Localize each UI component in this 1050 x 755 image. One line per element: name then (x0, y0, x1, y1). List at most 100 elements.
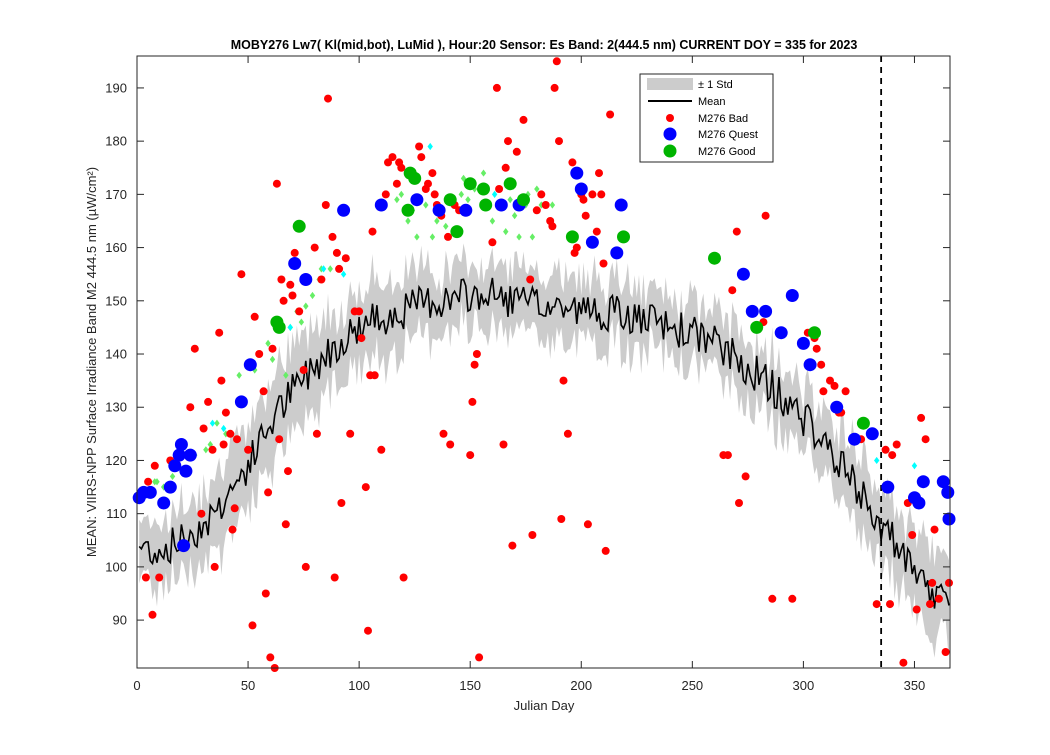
bad-point (335, 264, 344, 273)
good-point (477, 182, 490, 196)
bad-point (917, 413, 926, 422)
light-good-point (443, 222, 449, 230)
light-good-point (214, 419, 220, 427)
quest-point (299, 273, 313, 286)
bad-point (301, 562, 310, 571)
legend-good-label: M276 Good (698, 146, 755, 158)
good-point (503, 177, 517, 191)
bad-point (290, 248, 299, 257)
bad-point (384, 158, 392, 167)
bad-point (732, 227, 741, 236)
bad-point (237, 270, 246, 279)
bad-point (555, 137, 563, 146)
bad-point (723, 451, 732, 460)
bad-point (941, 648, 950, 656)
bad-point (945, 578, 953, 587)
quest-point (172, 448, 186, 462)
axis-ticks: 0 50 100 150 200 250 300 350 90 100 110 120 130 140 15… (105, 56, 950, 693)
quest-point (796, 336, 810, 350)
bad-point (210, 562, 219, 571)
bad-point (144, 477, 153, 486)
bad-point (526, 275, 535, 284)
cyan-point (340, 270, 347, 278)
bad-point (272, 179, 281, 188)
bad-point (528, 531, 537, 539)
quest-point (736, 267, 750, 281)
light-good-point (489, 217, 496, 225)
bad-point (475, 653, 484, 662)
bad-point (321, 201, 330, 209)
quest-point (912, 496, 926, 510)
light-good-point (309, 291, 316, 300)
cyan-point (427, 142, 433, 151)
light-good-point (458, 190, 465, 198)
legend-std-label: ± 1 Std (698, 79, 733, 91)
y-tick-label: 170 (105, 187, 127, 202)
y-tick-label: 190 (105, 80, 127, 95)
bad-point (364, 626, 372, 635)
bad-point (299, 366, 308, 374)
bad-point (841, 387, 850, 396)
bad-point (141, 573, 150, 582)
bad-point (537, 190, 546, 199)
bad-point (595, 169, 603, 178)
x-tick-label: 200 (570, 678, 592, 693)
light-good-point (327, 265, 333, 273)
light-good-point (511, 212, 518, 220)
bad-point (217, 376, 226, 385)
bad-point (417, 153, 426, 162)
cyan-point (873, 456, 880, 465)
bad-point (921, 435, 930, 444)
bad-point (368, 227, 377, 236)
quest-point (179, 464, 193, 478)
good-point (272, 320, 286, 334)
light-good-point (503, 228, 509, 236)
quest-point (610, 246, 624, 260)
bad-point (230, 504, 239, 513)
bad-point (208, 445, 217, 454)
legend-quest-label: M276 Quest (698, 129, 758, 141)
bad-point (928, 578, 937, 587)
bad-point (563, 429, 572, 438)
bad-point (219, 440, 228, 449)
bad-point (761, 211, 770, 220)
bad-point (501, 163, 510, 172)
bad-point (581, 211, 590, 220)
bad-point (439, 429, 448, 438)
bad-point (735, 499, 743, 507)
x-tick-label: 50 (241, 678, 255, 693)
light-good-point (398, 190, 405, 198)
bad-point (817, 360, 826, 369)
quest-point (374, 198, 388, 212)
good-point (401, 203, 415, 217)
bad-point (357, 334, 366, 343)
legend: ± 1 Std Mean M276 Bad M276 Quest M276 Go… (639, 73, 774, 163)
bad-point (934, 594, 943, 603)
bad-point (552, 57, 561, 66)
plot-area (132, 56, 956, 672)
quest-point (494, 198, 508, 212)
quest-point (459, 203, 473, 217)
bad-point (399, 573, 408, 582)
bad-point (355, 307, 364, 316)
quest-point (881, 480, 895, 494)
quest-point (745, 304, 759, 318)
bad-point (221, 408, 230, 417)
quest-point (177, 539, 191, 553)
bad-point (397, 163, 406, 172)
bad-point (332, 248, 341, 257)
bad-point (148, 610, 157, 619)
quest-point (865, 427, 879, 441)
bad-point (388, 153, 397, 162)
good-point (292, 219, 306, 233)
quest-point (243, 358, 257, 372)
quest-point (143, 485, 157, 499)
bad-point (504, 137, 512, 146)
good-point (479, 198, 493, 212)
quest-point (785, 289, 799, 302)
legend-quest-swatch (663, 127, 677, 141)
legend-good-swatch (663, 144, 677, 158)
light-good-point (414, 233, 420, 241)
bad-point (226, 429, 235, 438)
